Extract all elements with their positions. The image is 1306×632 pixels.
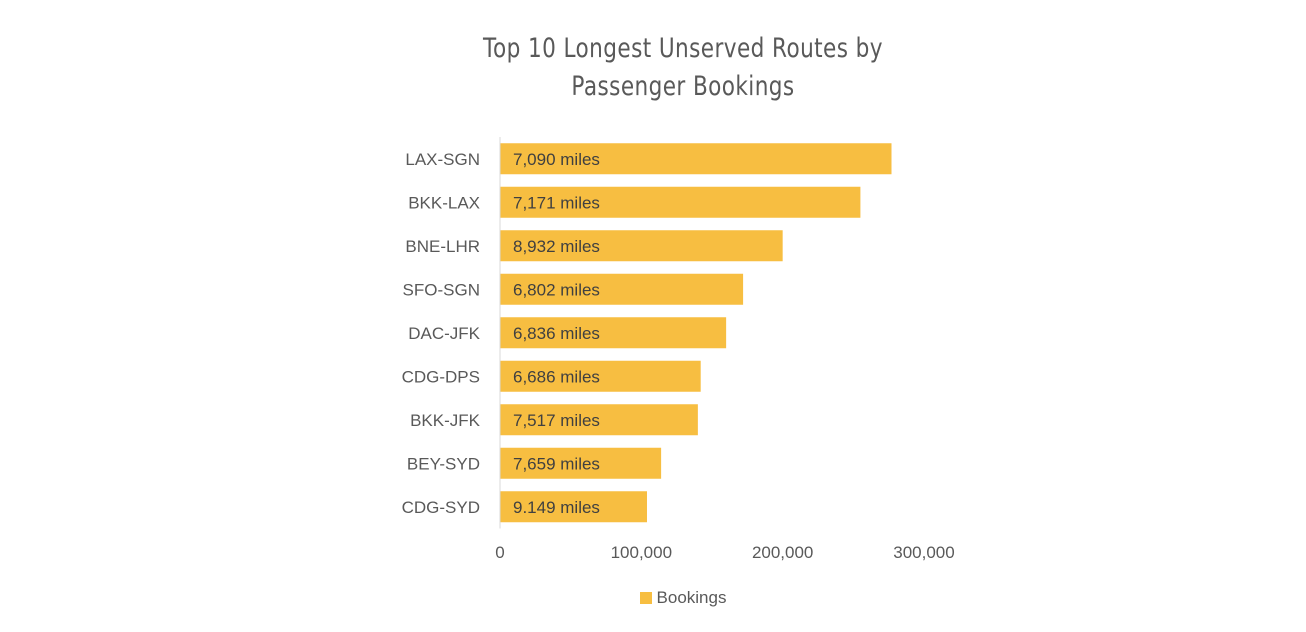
x-tick-label: 100,000 (611, 543, 672, 562)
category-label: CDG-DPS (402, 367, 480, 386)
legend-swatch-bookings (639, 592, 652, 604)
legend-label-bookings: Bookings (656, 588, 727, 607)
category-label: BKK-JFK (410, 411, 481, 430)
bar-sfo-sgn (500, 273, 744, 305)
data-label: 7,090 miles (513, 150, 600, 169)
bar-lax-sgn (500, 143, 892, 175)
data-label: 6,836 miles (513, 324, 600, 343)
bar-cdg-syd (500, 491, 647, 523)
x-tick-label: 300,000 (893, 543, 954, 562)
bar-cdg-dps (500, 360, 701, 392)
data-label: 8,932 miles (513, 237, 600, 256)
bar-bey-syd (500, 447, 662, 479)
category-label: SFO-SGN (403, 280, 480, 299)
bar-dac-jfk (500, 317, 727, 349)
data-label: 6,686 miles (513, 367, 600, 386)
category-label: LAX-SGN (405, 150, 480, 169)
data-label: 7,659 miles (513, 454, 600, 473)
data-label: 7,171 miles (513, 193, 600, 212)
x-tick-label: 200,000 (752, 543, 813, 562)
category-label: CDG-SYD (402, 498, 480, 517)
bar-bkk-lax (500, 186, 861, 218)
legend: Bookings (0, 588, 1306, 608)
data-label: 7,517 miles (513, 411, 600, 430)
category-label: BEY-SYD (407, 454, 480, 473)
bar-bkk-jfk (500, 404, 698, 436)
bar-bne-lhr (500, 230, 783, 262)
category-label: BNE-LHR (405, 237, 480, 256)
chart-title: Top 10 Longest Unserved Routes by Passen… (137, 30, 1230, 106)
data-label: 9.149 miles (513, 498, 600, 517)
category-label: DAC-JFK (408, 324, 480, 343)
chart-title-line-1: Top 10 Longest Unserved Routes by (483, 33, 883, 64)
chart-title-line-2: Passenger Bookings (571, 71, 795, 102)
category-label: BKK-LAX (408, 193, 480, 212)
x-tick-label: 0 (495, 543, 504, 562)
data-label: 6,802 miles (513, 280, 600, 299)
